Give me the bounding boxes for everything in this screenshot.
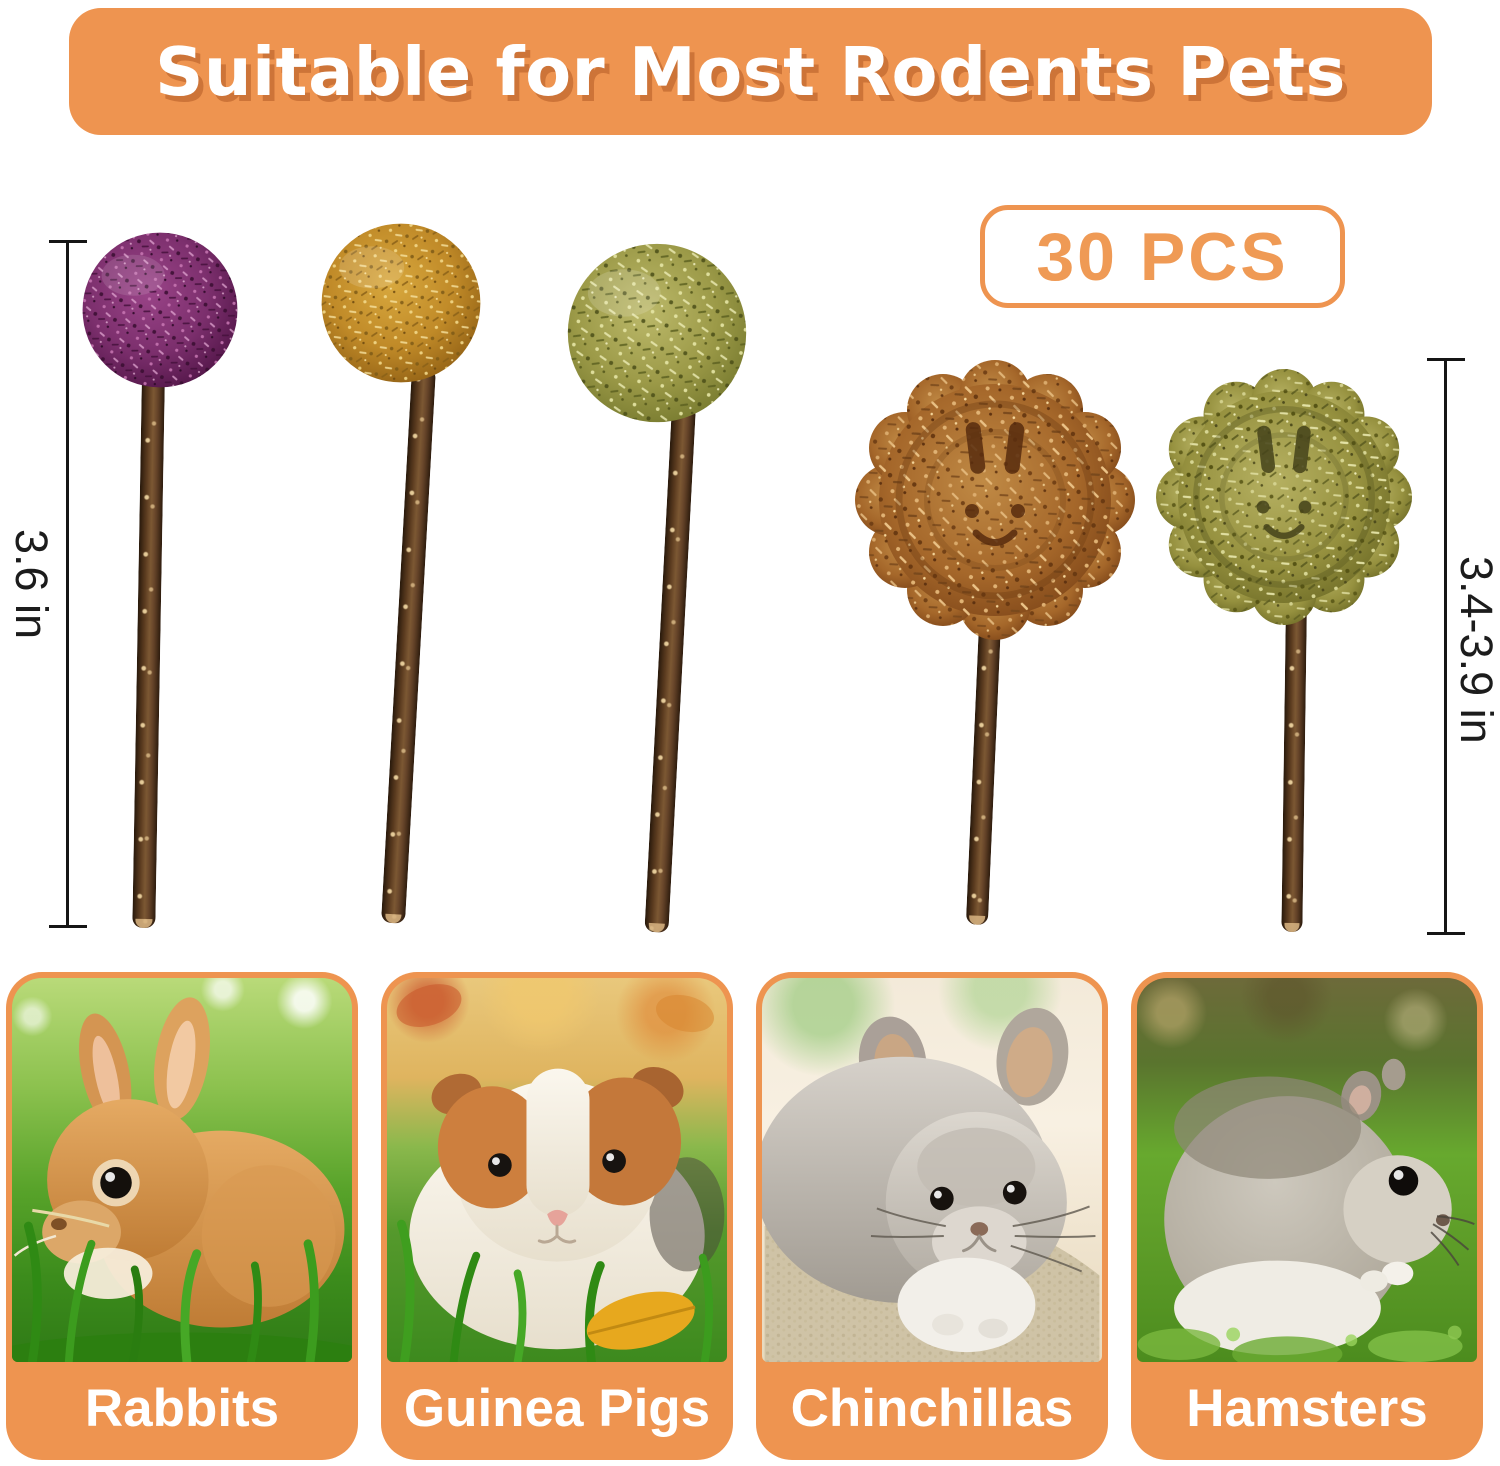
flower-cookie-brown xyxy=(855,360,1135,640)
wood-stick xyxy=(965,599,1002,926)
hamster-photo xyxy=(1137,978,1477,1362)
bunny-face-imprint xyxy=(965,422,1025,518)
grass-ball-green xyxy=(566,242,748,424)
grass-blades xyxy=(23,1221,319,1362)
wood-stick xyxy=(1281,599,1307,933)
pet-card-rabbits: Rabbits xyxy=(6,972,358,1460)
pcs-badge-label: 30 PCS xyxy=(1036,218,1289,295)
pcs-badge: 30 PCS xyxy=(980,205,1345,308)
flower-cookie-green xyxy=(1156,369,1412,625)
pet-label-guinea-pigs: Guinea Pigs xyxy=(403,1378,711,1438)
wood-stick xyxy=(380,367,436,924)
guinea-pig-photo xyxy=(387,978,727,1362)
measure-line-left xyxy=(66,240,69,928)
autumn-leaf xyxy=(586,1291,696,1350)
moss-tufts xyxy=(1137,1325,1463,1362)
wood-stick xyxy=(644,404,696,933)
wood-stick xyxy=(132,371,165,929)
grass-blades xyxy=(397,1219,714,1362)
rabbit-illustration xyxy=(12,997,352,1362)
bunny-face-imprint xyxy=(1256,425,1312,514)
whiskers xyxy=(1430,1215,1475,1267)
measure-label-right: 3.4-3.9 in xyxy=(1451,556,1500,744)
purple-ball-illustration xyxy=(82,232,238,388)
rabbit-photo xyxy=(12,978,352,1362)
golden-ball-illustration xyxy=(321,223,481,383)
pet-card-chinchillas: Chinchillas xyxy=(756,972,1108,1460)
pet-label-hamsters: Hamsters xyxy=(1186,1378,1428,1438)
measure-label-left: 3.6 in xyxy=(6,528,57,640)
page-title: Suitable for Most Rodents Pets xyxy=(155,32,1346,111)
chinchilla-illustration xyxy=(762,1007,1100,1362)
brown-cookie-illustration xyxy=(855,360,1135,640)
pet-card-hamsters: Hamsters xyxy=(1131,972,1483,1460)
green-ball-illustration xyxy=(567,243,747,423)
measure-line-right xyxy=(1444,358,1447,935)
pet-label-rabbits: Rabbits xyxy=(84,1378,280,1438)
guinea-pig-illustration xyxy=(396,984,725,1362)
title-banner: Suitable for Most Rodents Pets xyxy=(69,8,1432,135)
pet-card-guinea-pigs: Guinea Pigs xyxy=(381,972,733,1460)
grass-ball-purple xyxy=(81,231,239,389)
grass-ball-golden xyxy=(320,222,482,384)
pet-label-chinchillas: Chinchillas xyxy=(790,1378,1074,1438)
chinchilla-photo xyxy=(762,978,1102,1362)
green-cookie-illustration xyxy=(1156,369,1412,625)
whiskers xyxy=(870,1205,1096,1273)
hamster-illustration xyxy=(1137,1058,1475,1362)
